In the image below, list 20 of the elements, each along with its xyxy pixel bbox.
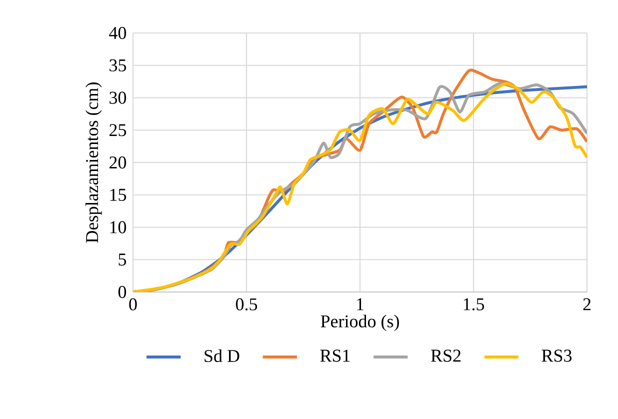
x-tick-label: 0 xyxy=(129,298,137,310)
y-tick-label: 20 xyxy=(110,156,126,169)
legend-label: RS2 xyxy=(431,350,461,362)
legend-label: Sd D xyxy=(204,349,240,362)
x-axis-title: Periodo (s) xyxy=(320,314,399,332)
x-tick-label: 2 xyxy=(583,298,591,310)
y-axis-title: Desplazamientos (cm) xyxy=(85,82,102,243)
y-tick-label: 0 xyxy=(118,286,126,298)
y-tick-label: 5 xyxy=(118,254,126,266)
x-tick-label: 0.5 xyxy=(236,298,258,310)
y-tick-label: 25 xyxy=(110,124,126,136)
y-tick-label: 35 xyxy=(110,59,126,72)
y-tick-label: 30 xyxy=(110,92,126,104)
y-tick-label: 40 xyxy=(109,26,126,40)
legend-label: RS3 xyxy=(542,350,572,362)
legend-label: RS1 xyxy=(320,350,350,362)
y-tick-label: 10 xyxy=(110,221,126,234)
x-tick-label: 1 xyxy=(357,298,364,310)
x-tick-label: 1.5 xyxy=(464,298,484,310)
y-tick-label: 15 xyxy=(110,188,126,201)
